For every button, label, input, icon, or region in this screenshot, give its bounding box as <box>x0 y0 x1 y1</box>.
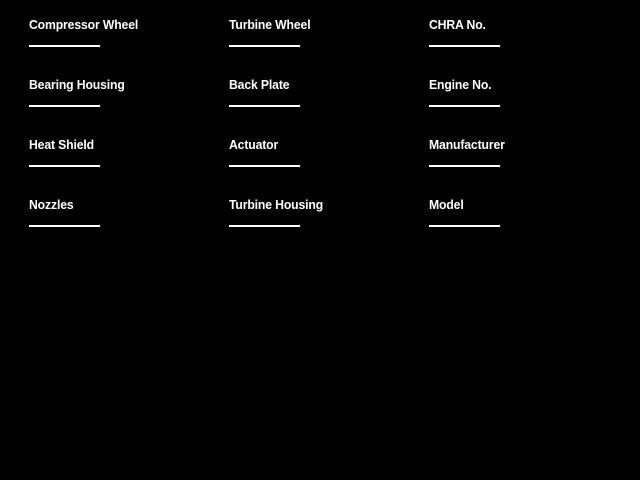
field-group-compressor-wheel: Compressor Wheel <box>29 18 209 47</box>
field-rule-model[interactable] <box>429 225 500 227</box>
field-rule-turbine-wheel[interactable] <box>229 45 300 47</box>
field-rule-compressor-wheel[interactable] <box>29 45 100 47</box>
field-group-manufacturer: Manufacturer <box>429 138 609 167</box>
field-label-heat-shield: Heat Shield <box>29 137 95 152</box>
field-rule-turbine-housing[interactable] <box>229 225 300 227</box>
field-rule-heat-shield[interactable] <box>29 165 100 167</box>
field-label-bearing-housing: Bearing Housing <box>29 77 125 92</box>
field-group-engine-no: Engine No. <box>429 78 609 107</box>
field-rule-chra-no[interactable] <box>429 45 500 47</box>
field-label-actuator: Actuator <box>229 137 279 152</box>
field-rule-bearing-housing[interactable] <box>29 105 100 107</box>
field-label-compressor-wheel: Compressor Wheel <box>29 17 139 32</box>
field-label-turbine-housing: Turbine Housing <box>229 197 324 212</box>
field-label-back-plate: Back Plate <box>229 77 290 92</box>
field-group-chra-no: CHRA No. <box>429 18 609 47</box>
field-label-manufacturer: Manufacturer <box>429 137 505 152</box>
field-rule-actuator[interactable] <box>229 165 300 167</box>
field-group-back-plate: Back Plate <box>229 78 409 107</box>
field-group-turbine-wheel: Turbine Wheel <box>229 18 409 47</box>
field-rule-manufacturer[interactable] <box>429 165 500 167</box>
field-label-nozzles: Nozzles <box>29 197 74 212</box>
field-label-engine-no: Engine No. <box>429 77 492 92</box>
field-rule-back-plate[interactable] <box>229 105 300 107</box>
field-group-turbine-housing: Turbine Housing <box>229 198 409 227</box>
field-rule-engine-no[interactable] <box>429 105 500 107</box>
field-group-heat-shield: Heat Shield <box>29 138 209 167</box>
field-label-turbine-wheel: Turbine Wheel <box>229 17 311 32</box>
field-label-chra-no: CHRA No. <box>429 17 486 32</box>
field-group-nozzles: Nozzles <box>29 198 209 227</box>
field-rule-nozzles[interactable] <box>29 225 100 227</box>
field-group-bearing-housing: Bearing Housing <box>29 78 209 107</box>
field-label-model: Model <box>429 197 464 212</box>
field-group-actuator: Actuator <box>229 138 409 167</box>
field-group-model: Model <box>429 198 609 227</box>
